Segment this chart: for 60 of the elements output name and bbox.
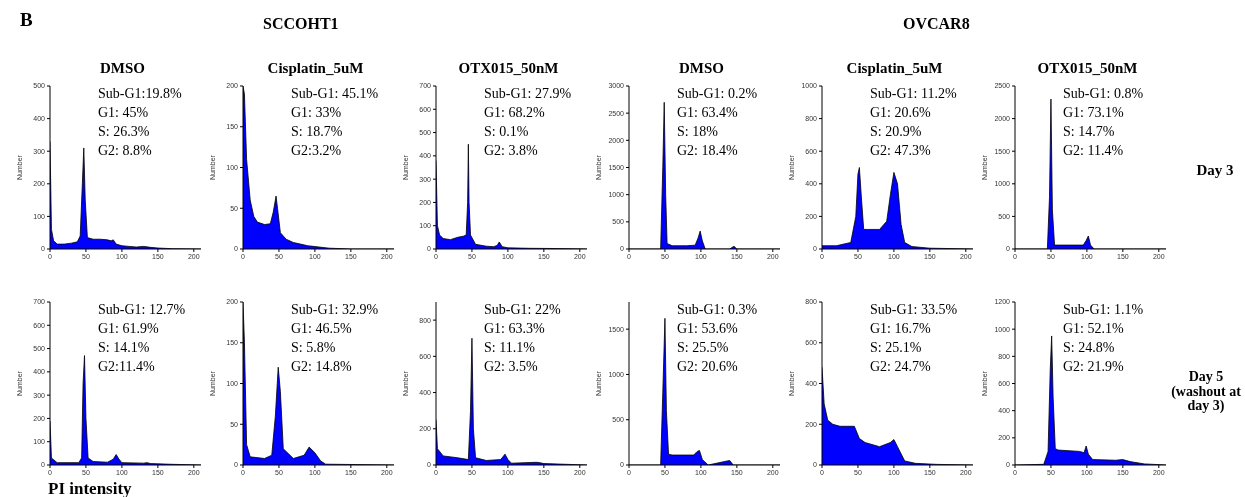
annotation: G1: 45% bbox=[98, 104, 150, 122]
annotation: S: 14.1% bbox=[98, 339, 151, 357]
annotation: G1: 46.5% bbox=[291, 320, 353, 338]
annotation: G1: 63.3% bbox=[484, 320, 546, 338]
annotation: G2: 24.7% bbox=[870, 358, 932, 376]
annotation: S: 0.1% bbox=[484, 123, 530, 141]
annotation: G2:3.2% bbox=[291, 142, 343, 160]
text: SCCOHT1 bbox=[263, 15, 339, 33]
annotation: Sub-G1: 11.2% bbox=[870, 85, 957, 103]
annotation: S: 18.7% bbox=[291, 123, 344, 141]
annotation: S: 5.8% bbox=[291, 339, 337, 357]
annotation: S: 18% bbox=[677, 123, 719, 141]
annotation: Sub-G1: 45.1% bbox=[291, 85, 379, 103]
annotation: S: 25.1% bbox=[870, 339, 923, 357]
annotation: G1: 63.4% bbox=[677, 104, 739, 122]
text: PI intensity bbox=[48, 479, 132, 497]
annotation: Sub-G1: 0.2% bbox=[677, 85, 758, 103]
annotation: G2: 18.4% bbox=[677, 142, 739, 160]
annotation: G2: 11.4% bbox=[1063, 142, 1125, 160]
annotation: G2:11.4% bbox=[98, 358, 156, 376]
chart-title: DMSO bbox=[99, 60, 146, 78]
annotation: S: 14.7% bbox=[1063, 123, 1116, 141]
annotation: Sub-G1: 27.9% bbox=[484, 85, 572, 103]
annotation: G2: 47.3% bbox=[870, 142, 932, 160]
annotation: Sub-G1: 12.7% bbox=[98, 301, 186, 319]
annotation: G1: 33% bbox=[291, 104, 343, 122]
annotation: G2: 3.5% bbox=[484, 358, 539, 376]
annotation: G1: 20.6% bbox=[870, 104, 932, 122]
chart-title: OTX015_50nM bbox=[457, 60, 560, 78]
annotation: Sub-G1: 32.9% bbox=[291, 301, 379, 319]
text: B bbox=[20, 9, 33, 30]
text: Day 3 bbox=[1195, 162, 1235, 179]
annotation: G2: 20.6% bbox=[677, 358, 739, 376]
annotation: S: 24.8% bbox=[1063, 339, 1116, 357]
annotation: S: 25.5% bbox=[677, 339, 730, 357]
text: OVCAR8 bbox=[903, 15, 970, 33]
chart-title: Cisplatin_5uM bbox=[845, 60, 944, 78]
annotation: S: 20.9% bbox=[870, 123, 923, 141]
annotation: Sub-G1: 0.8% bbox=[1063, 85, 1144, 103]
annotation: G1: 53.6% bbox=[677, 320, 739, 338]
annotation: G2: 3.8% bbox=[484, 142, 539, 160]
annotation: G1: 68.2% bbox=[484, 104, 546, 122]
chart-title: Cisplatin_5uM bbox=[266, 60, 365, 78]
annotation: G1: 73.1% bbox=[1063, 104, 1125, 122]
annotation: Sub-G1: 33.5% bbox=[870, 301, 958, 319]
annotation: G1: 61.9% bbox=[98, 320, 160, 338]
annotation: G2: 21.9% bbox=[1063, 358, 1125, 376]
annotation: G2: 14.8% bbox=[291, 358, 353, 376]
chart-title: OTX015_50nM bbox=[1036, 60, 1139, 78]
chart-title: DMSO bbox=[678, 60, 725, 78]
annotation: Sub-G1: 0.3% bbox=[677, 301, 758, 319]
annotation: G1: 52.1% bbox=[1063, 320, 1125, 338]
annotation: Sub-G1: 22% bbox=[484, 301, 561, 319]
annotation: Sub-G1:19.8% bbox=[98, 85, 182, 103]
annotation: S: 26.3% bbox=[98, 123, 151, 141]
annotation: S: 11.1% bbox=[484, 339, 536, 357]
annotation: Sub-G1: 1.1% bbox=[1063, 301, 1144, 319]
text: Day 5 (washout at day 3) bbox=[1170, 369, 1242, 415]
annotation: G2: 8.8% bbox=[98, 142, 153, 160]
annotation: G1: 16.7% bbox=[870, 320, 932, 338]
